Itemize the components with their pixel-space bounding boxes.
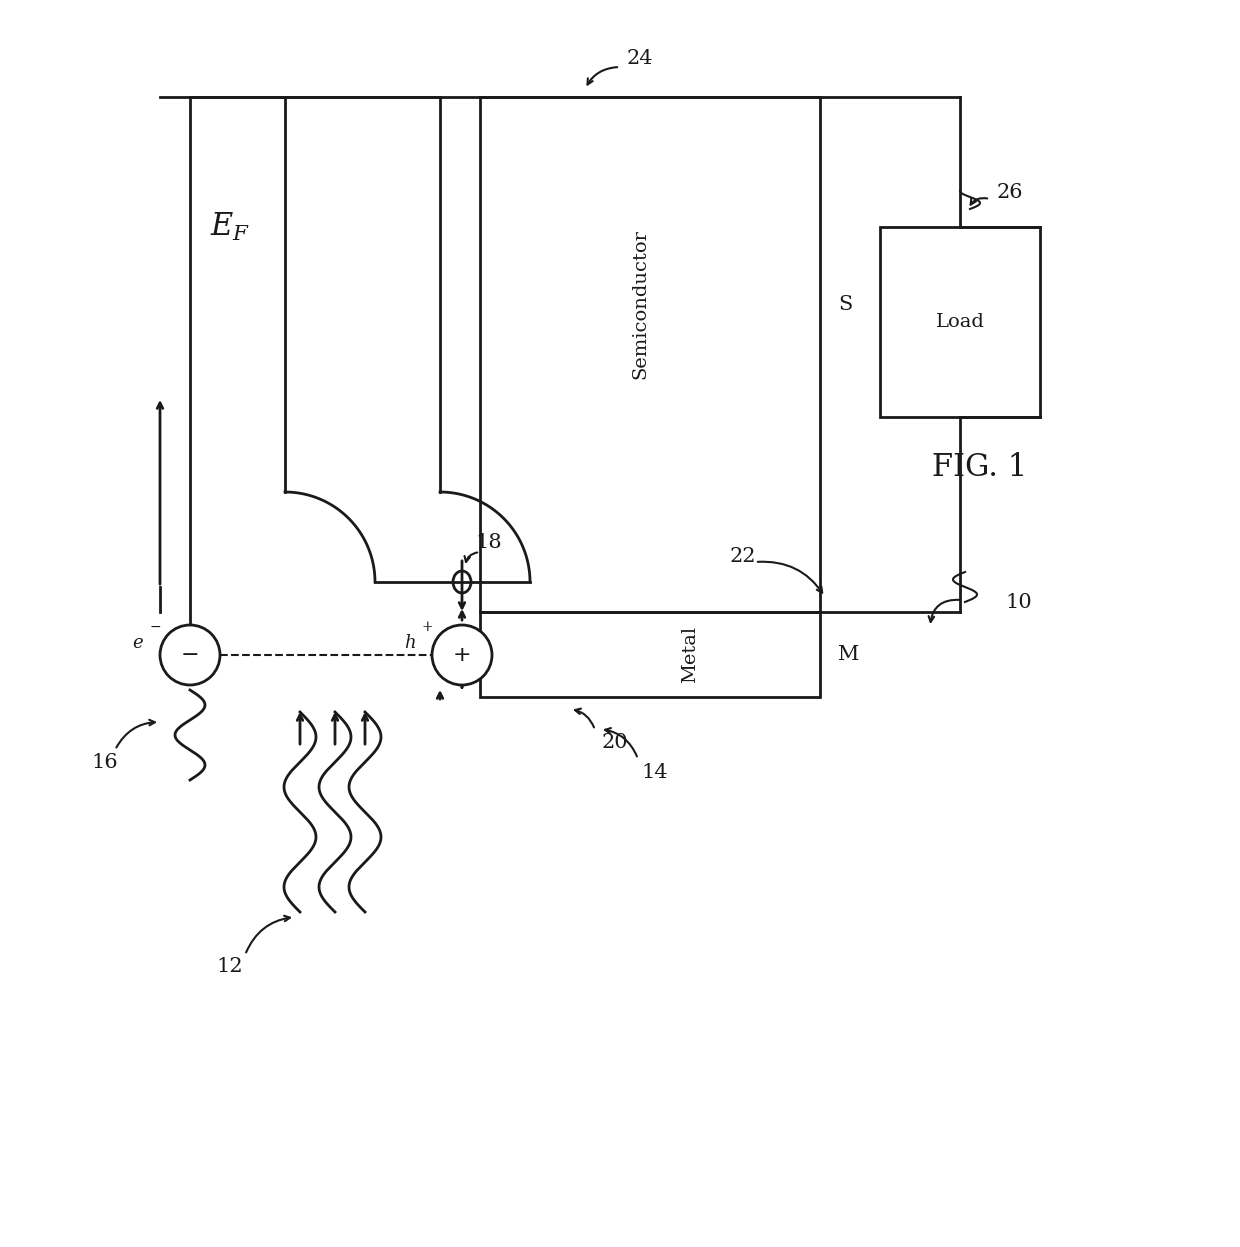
Text: 18: 18 [475, 532, 502, 551]
Text: $E_F$: $E_F$ [210, 211, 250, 243]
Text: 22: 22 [730, 547, 756, 566]
Text: h: h [404, 633, 415, 652]
Text: Semiconductor: Semiconductor [631, 229, 649, 379]
Text: S: S [838, 296, 852, 314]
Circle shape [432, 625, 492, 685]
Circle shape [160, 625, 219, 685]
Text: Load: Load [935, 313, 985, 330]
Text: Metal: Metal [681, 626, 699, 683]
Text: 24: 24 [626, 50, 653, 69]
Text: 14: 14 [641, 762, 668, 782]
Text: +: + [453, 645, 471, 665]
Text: e: e [133, 633, 144, 652]
Text: M: M [838, 645, 859, 663]
Polygon shape [880, 227, 1040, 416]
Text: −: − [149, 620, 161, 633]
Text: 16: 16 [92, 752, 118, 772]
Text: FIG. 1: FIG. 1 [932, 451, 1028, 483]
Text: +: + [422, 620, 433, 633]
Text: 10: 10 [1004, 592, 1032, 611]
Text: 26: 26 [997, 182, 1023, 202]
Text: −: − [181, 645, 200, 665]
Text: 12: 12 [217, 958, 243, 976]
Text: 20: 20 [601, 732, 629, 752]
